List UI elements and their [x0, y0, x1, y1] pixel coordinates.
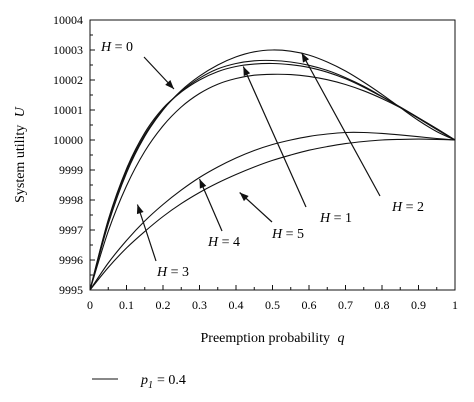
annotation-label: H = 1	[319, 211, 352, 226]
x-tick-label: 0.6	[302, 298, 317, 312]
x-tick-label: 0.1	[119, 298, 134, 312]
y-tick-label: 10003	[53, 43, 83, 57]
annotation-var: H	[207, 235, 219, 250]
x-tick-label: 0.8	[375, 298, 390, 312]
legend-var: p	[140, 373, 148, 388]
series-line-h5	[89, 138, 456, 291]
annotation-arrow-shaft	[301, 52, 381, 197]
x-tick-label: 0.5	[265, 298, 280, 312]
annotation-label: H = 2	[391, 200, 424, 215]
annotation-value: = 5	[282, 227, 304, 242]
annotation-arrow-head	[199, 179, 207, 189]
annotation-value: = 0	[111, 40, 133, 55]
x-tick-label: 1	[452, 298, 458, 312]
y-tick-label: 10001	[53, 103, 83, 117]
annotation-var: H	[156, 265, 168, 280]
annotation-arrow-head	[136, 204, 144, 215]
y-axis-ticks: 9995 9996 9997 9998 9999 10000 10001 10002 10003…	[53, 13, 95, 297]
series-line-h4	[89, 131, 456, 291]
curve-annotations: H = 0H = 1H = 2H = 3H = 4H = 5	[100, 40, 424, 280]
y-tick-label: 9996	[59, 253, 83, 267]
x-axis-label-var: q	[337, 331, 344, 346]
annotation-value: = 1	[330, 211, 352, 226]
y-axis-label-text: System utility	[13, 125, 28, 203]
y-tick-label: 9998	[59, 193, 83, 207]
y-tick-label: 10002	[53, 73, 83, 87]
annotation-arrow-head	[301, 53, 310, 63]
x-tick-label: 0.2	[156, 298, 171, 312]
x-axis-label: Preemption probability q	[201, 331, 345, 346]
annotation-var: H	[319, 211, 331, 226]
annotation-label: H = 0	[100, 40, 133, 55]
x-tick-label: 0.3	[192, 298, 207, 312]
y-tick-label: 9997	[59, 223, 83, 237]
y-axis-label-var: U	[13, 106, 28, 117]
annotation-arrow-shaft	[242, 66, 307, 208]
annotation-var: H	[271, 227, 283, 242]
x-tick-label: 0.4	[229, 298, 244, 312]
legend: p1 = 0.4	[92, 373, 186, 391]
y-tick-label: 10004	[53, 13, 83, 27]
annotation-arrow-shaft	[136, 204, 157, 262]
legend-sub: 1	[148, 380, 153, 391]
annotation-label: H = 3	[156, 265, 189, 280]
x-axis-label-text: Preemption probability	[201, 331, 330, 346]
y-tick-label: 10000	[53, 133, 83, 147]
series-line-h1	[89, 73, 456, 291]
series-line-h3	[89, 59, 456, 291]
x-axis-ticks: 0 0.1 0.2 0.3 0.4 0.5 0.6 0.7 0.8 0.9 1	[87, 285, 458, 312]
x-tick-label: 0.9	[411, 298, 426, 312]
annotation-var: H	[391, 200, 403, 215]
annotation-value: = 2	[402, 200, 424, 215]
annotation-label: H = 4	[207, 235, 240, 250]
annotation-var: H	[100, 40, 112, 55]
legend-rhs: = 0.4	[157, 373, 186, 388]
series-curves	[89, 49, 456, 291]
annotation-arrow-head	[243, 66, 251, 77]
y-tick-label: 9995	[59, 283, 83, 297]
annotation-value: = 4	[218, 235, 240, 250]
series-line-h0	[89, 62, 456, 291]
annotation-arrow-head	[165, 80, 174, 89]
series-line-h2	[89, 49, 456, 291]
annotation-value: = 3	[167, 265, 189, 280]
x-tick-label: 0.7	[338, 298, 353, 312]
y-axis-label: System utility U	[13, 106, 28, 203]
annotation-arrow-shaft	[198, 178, 223, 232]
x-tick-label: 0	[87, 298, 93, 312]
annotation-label: H = 5	[271, 227, 304, 242]
y-tick-label: 9999	[59, 163, 83, 177]
annotation-arrow-head	[239, 192, 249, 202]
legend-label: p1 = 0.4	[140, 373, 186, 391]
